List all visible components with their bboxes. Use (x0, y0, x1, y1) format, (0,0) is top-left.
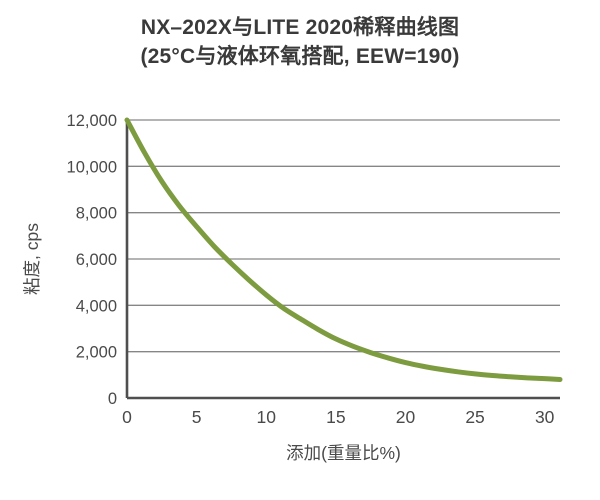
x-tick-labels: 0 5 10 15 20 25 30 (122, 407, 555, 427)
x-tick-label: 30 (535, 407, 555, 427)
y-tick-label: 4,000 (76, 297, 117, 315)
y-tick-label: 6,000 (76, 251, 117, 269)
axes (125, 119, 560, 400)
x-tick-label: 10 (256, 407, 276, 427)
chart-title-line1: NX–202X与LITE 2020稀释曲线图 (140, 16, 460, 39)
x-tick-label: 15 (326, 407, 345, 427)
chart-title-line2: (25°C与液体环氧搭配, EEW=190) (140, 45, 460, 69)
dilution-curve (124, 117, 563, 382)
chart-title: NX–202X与LITE 2020稀释曲线图 (25°C与液体环氧搭配, EEW… (0, 13, 600, 72)
y-tick-label: 2,000 (76, 344, 117, 362)
y-tick-label: 10,000 (67, 158, 117, 176)
gridlines (127, 119, 560, 353)
x-axis-title: 添加(重量比%) (286, 443, 401, 463)
x-tick-label: 0 (122, 407, 132, 427)
y-tick-label: 8,000 (76, 205, 117, 223)
y-axis-title: 粘度, cps (22, 223, 42, 295)
x-tick-label: 20 (396, 407, 416, 427)
y-tick-label: 12,000 (67, 112, 117, 130)
x-tick-label: 5 (192, 407, 202, 427)
x-tick-label: 25 (465, 407, 484, 427)
y-tick-labels: 0 2,000 4,000 6,000 8,000 10,000 12,000 (67, 112, 117, 408)
y-tick-label: 0 (108, 390, 117, 408)
